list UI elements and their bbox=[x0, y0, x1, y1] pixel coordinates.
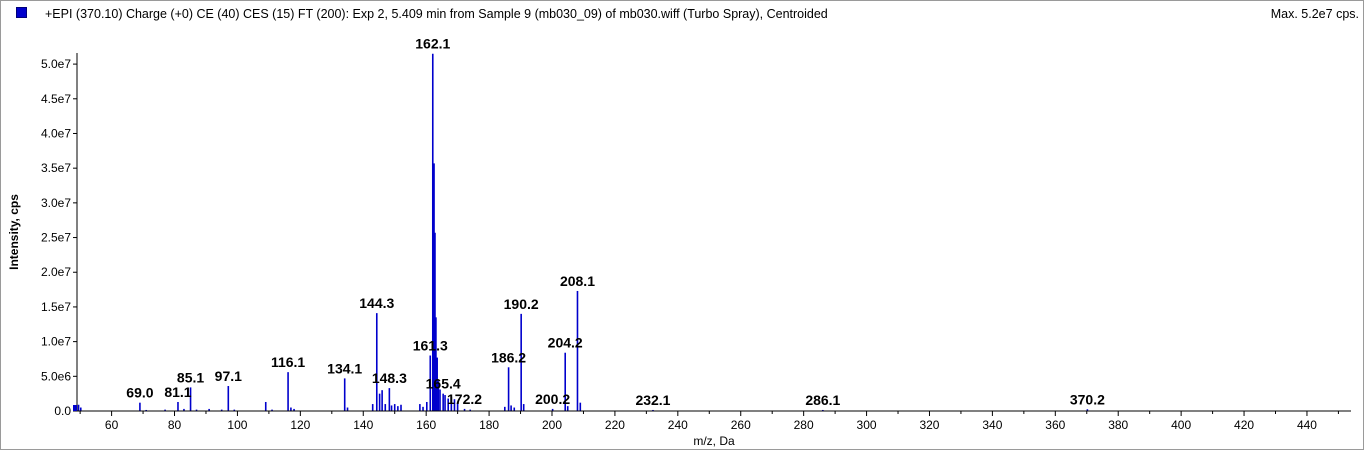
x-tick-label: 200 bbox=[542, 418, 562, 432]
peak-label: 200.2 bbox=[535, 391, 570, 407]
x-tick-label: 120 bbox=[290, 418, 310, 432]
x-tick-label: 280 bbox=[794, 418, 814, 432]
peak-label: 186.2 bbox=[491, 349, 526, 365]
max-intensity-label: Max. 5.2e7 cps. bbox=[1270, 7, 1359, 21]
x-tick-label: 400 bbox=[1171, 418, 1191, 432]
plot-area: 0.0 5.0e6 1.0e7 1.5e7 2.0e7 2.5e7 3.0e7 3.5e7 4.… bbox=[41, 36, 1351, 432]
peak-label: 134.1 bbox=[327, 360, 362, 376]
x-tick-label: 300 bbox=[857, 418, 877, 432]
peak-label: 69.0 bbox=[126, 385, 153, 401]
range-start-marker bbox=[73, 405, 77, 411]
x-tick-label: 160 bbox=[416, 418, 436, 432]
peak-label: 204.2 bbox=[548, 335, 583, 351]
peak-label: 162.1 bbox=[415, 36, 450, 52]
peak-label: 148.3 bbox=[372, 370, 407, 386]
y-tick-label: 3.5e7 bbox=[41, 161, 71, 175]
peak-label: 208.1 bbox=[560, 273, 595, 289]
y-tick-label: 1.5e7 bbox=[41, 300, 71, 314]
x-tick-label: 380 bbox=[1108, 418, 1128, 432]
x-tick-label: 100 bbox=[227, 418, 247, 432]
peak-label: 144.3 bbox=[359, 295, 394, 311]
y-tick-label: 5.0e7 bbox=[41, 57, 71, 71]
x-tick-label: 360 bbox=[1045, 418, 1065, 432]
y-tick-label: 5.0e6 bbox=[41, 369, 71, 383]
x-tick-label: 260 bbox=[731, 418, 751, 432]
y-tick-label: 4.0e7 bbox=[41, 126, 71, 140]
peak-label: 116.1 bbox=[271, 354, 305, 370]
x-tick-label: 60 bbox=[105, 418, 119, 432]
peak-label: 97.1 bbox=[215, 368, 242, 384]
y-tick-label: 4.5e7 bbox=[41, 92, 71, 106]
x-tick-label: 340 bbox=[982, 418, 1002, 432]
y-axis-title: Intensity, cps bbox=[7, 194, 21, 270]
peak-label: 286.1 bbox=[805, 392, 840, 408]
x-tick-label: 440 bbox=[1297, 418, 1317, 432]
peak-label: 190.2 bbox=[504, 296, 539, 312]
x-tick-label: 240 bbox=[668, 418, 688, 432]
peak-label: 165.4 bbox=[426, 376, 461, 392]
x-tick-label: 220 bbox=[605, 418, 625, 432]
peak-label: 161.3 bbox=[413, 337, 448, 353]
y-tick-label: 1.0e7 bbox=[41, 335, 71, 349]
y-tick-label: 3.0e7 bbox=[41, 196, 71, 210]
peak-label: 85.1 bbox=[177, 369, 204, 385]
spectrum-title: +EPI (370.10) Charge (+0) CE (40) CES (1… bbox=[45, 7, 828, 21]
peak-label: 81.1 bbox=[164, 384, 191, 400]
y-tick-label: 0.0 bbox=[54, 404, 71, 418]
peak-label: 172.2 bbox=[447, 391, 482, 407]
x-tick-label: 140 bbox=[353, 418, 373, 432]
peak-label: 370.2 bbox=[1070, 391, 1105, 407]
x-tick-label: 180 bbox=[479, 418, 499, 432]
spectrum-header: +EPI (370.10) Charge (+0) CE (40) CES (1… bbox=[1, 1, 1363, 29]
y-tick-label: 2.5e7 bbox=[41, 231, 71, 245]
x-tick-label: 80 bbox=[168, 418, 182, 432]
x-axis-title: m/z, Da bbox=[693, 434, 735, 448]
peak-label: 232.1 bbox=[635, 392, 670, 408]
x-tick-label: 320 bbox=[919, 418, 939, 432]
y-tick-label: 2.0e7 bbox=[41, 265, 71, 279]
x-tick-label: 420 bbox=[1234, 418, 1254, 432]
series-legend-swatch[interactable] bbox=[16, 7, 27, 18]
